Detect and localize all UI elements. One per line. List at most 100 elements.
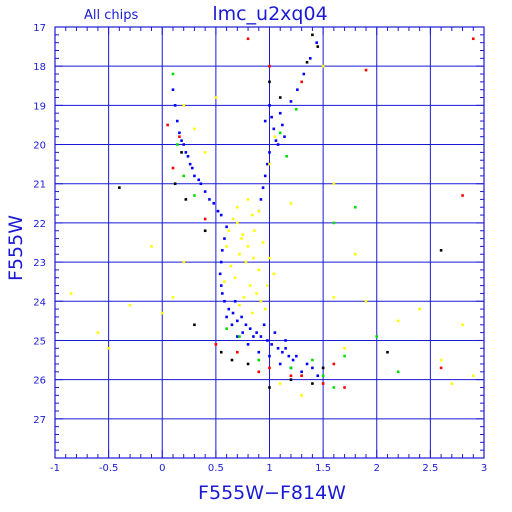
data-point xyxy=(69,292,73,295)
data-point xyxy=(315,41,318,44)
x-axis-ticks: -1 -0.5 0 0.5 1 1.5 2 2.5 3 xyxy=(50,463,487,474)
data-point xyxy=(193,174,196,178)
data-point xyxy=(227,229,231,233)
y-tick-label: 27 xyxy=(33,415,46,426)
data-point xyxy=(257,209,261,213)
data-point xyxy=(178,131,181,135)
data-point xyxy=(270,343,273,346)
data-point xyxy=(238,335,241,338)
data-point xyxy=(219,213,223,217)
data-point xyxy=(308,57,312,60)
data-point xyxy=(300,374,303,378)
chart-subtitle: All chips xyxy=(84,8,138,23)
data-point xyxy=(160,311,164,315)
data-point xyxy=(272,272,276,276)
x-tick-label: 1.5 xyxy=(315,463,331,474)
data-point xyxy=(171,296,175,299)
data-point xyxy=(203,229,207,233)
y-tick-label: 17 xyxy=(33,23,46,34)
y-tick-label: 18 xyxy=(33,62,46,73)
data-point xyxy=(219,284,223,287)
data-point xyxy=(281,350,284,354)
data-point xyxy=(270,115,273,119)
data-point xyxy=(283,135,286,139)
data-point xyxy=(175,143,179,146)
data-point xyxy=(173,182,177,186)
data-point xyxy=(227,307,231,311)
data-point xyxy=(284,339,287,342)
data-point xyxy=(262,323,266,327)
data-point xyxy=(332,182,336,186)
data-point xyxy=(233,299,237,303)
data-point xyxy=(236,335,239,338)
data-point xyxy=(219,260,223,264)
data-point xyxy=(240,237,243,240)
data-point xyxy=(471,37,475,41)
plot-border xyxy=(54,26,485,459)
data-point xyxy=(184,151,188,154)
data-point xyxy=(241,233,244,236)
data-point xyxy=(182,143,185,146)
data-point xyxy=(263,119,267,123)
y-tick-label: 19 xyxy=(33,101,46,112)
data-point xyxy=(255,331,258,334)
data-point xyxy=(257,350,261,354)
data-point xyxy=(289,374,293,378)
y-tick-label: 21 xyxy=(33,180,46,191)
data-point xyxy=(386,350,389,354)
data-point xyxy=(268,104,271,107)
data-point xyxy=(396,319,400,323)
data-point xyxy=(197,178,201,182)
data-point xyxy=(238,303,241,307)
data-point xyxy=(439,366,443,370)
data-point xyxy=(225,327,228,330)
data-point xyxy=(175,119,179,123)
data-point xyxy=(246,37,250,41)
data-point xyxy=(316,374,320,378)
data-point xyxy=(311,358,314,362)
data-point xyxy=(266,339,269,342)
data-point xyxy=(236,319,239,323)
data-point xyxy=(230,323,234,327)
data-point xyxy=(223,299,226,303)
data-point xyxy=(236,221,239,225)
data-point xyxy=(246,245,250,248)
data-point xyxy=(302,72,306,76)
data-point xyxy=(171,88,175,91)
data-point xyxy=(291,358,295,362)
data-point xyxy=(289,366,293,370)
data-point xyxy=(278,131,282,135)
data-point xyxy=(396,370,400,374)
data-point xyxy=(364,68,368,72)
data-point xyxy=(300,394,303,397)
data-point xyxy=(439,249,443,252)
data-point xyxy=(257,370,261,374)
data-point xyxy=(173,104,177,107)
data-point xyxy=(107,346,110,350)
data-point xyxy=(96,331,100,334)
data-point xyxy=(274,139,278,142)
data-point xyxy=(281,123,284,127)
x-axis-label: F555W−F814W xyxy=(198,482,346,504)
data-point xyxy=(461,323,464,327)
data-point xyxy=(295,107,298,111)
data-point xyxy=(229,264,233,268)
data-point xyxy=(461,194,464,197)
data-point xyxy=(259,198,263,201)
data-point xyxy=(118,186,121,189)
data-point xyxy=(248,327,252,330)
data-point xyxy=(188,162,192,166)
data-point xyxy=(268,354,271,358)
y-tick-label: 20 xyxy=(33,141,46,152)
data-point xyxy=(278,96,282,99)
data-point xyxy=(354,252,357,256)
data-point xyxy=(182,174,185,178)
x-tick-label: 0.5 xyxy=(208,463,224,474)
data-point xyxy=(273,331,277,334)
data-point xyxy=(225,245,228,248)
data-point xyxy=(216,209,220,213)
data-point xyxy=(268,366,271,370)
data-point xyxy=(311,33,314,37)
data-point xyxy=(332,296,336,299)
data-point xyxy=(259,335,263,338)
